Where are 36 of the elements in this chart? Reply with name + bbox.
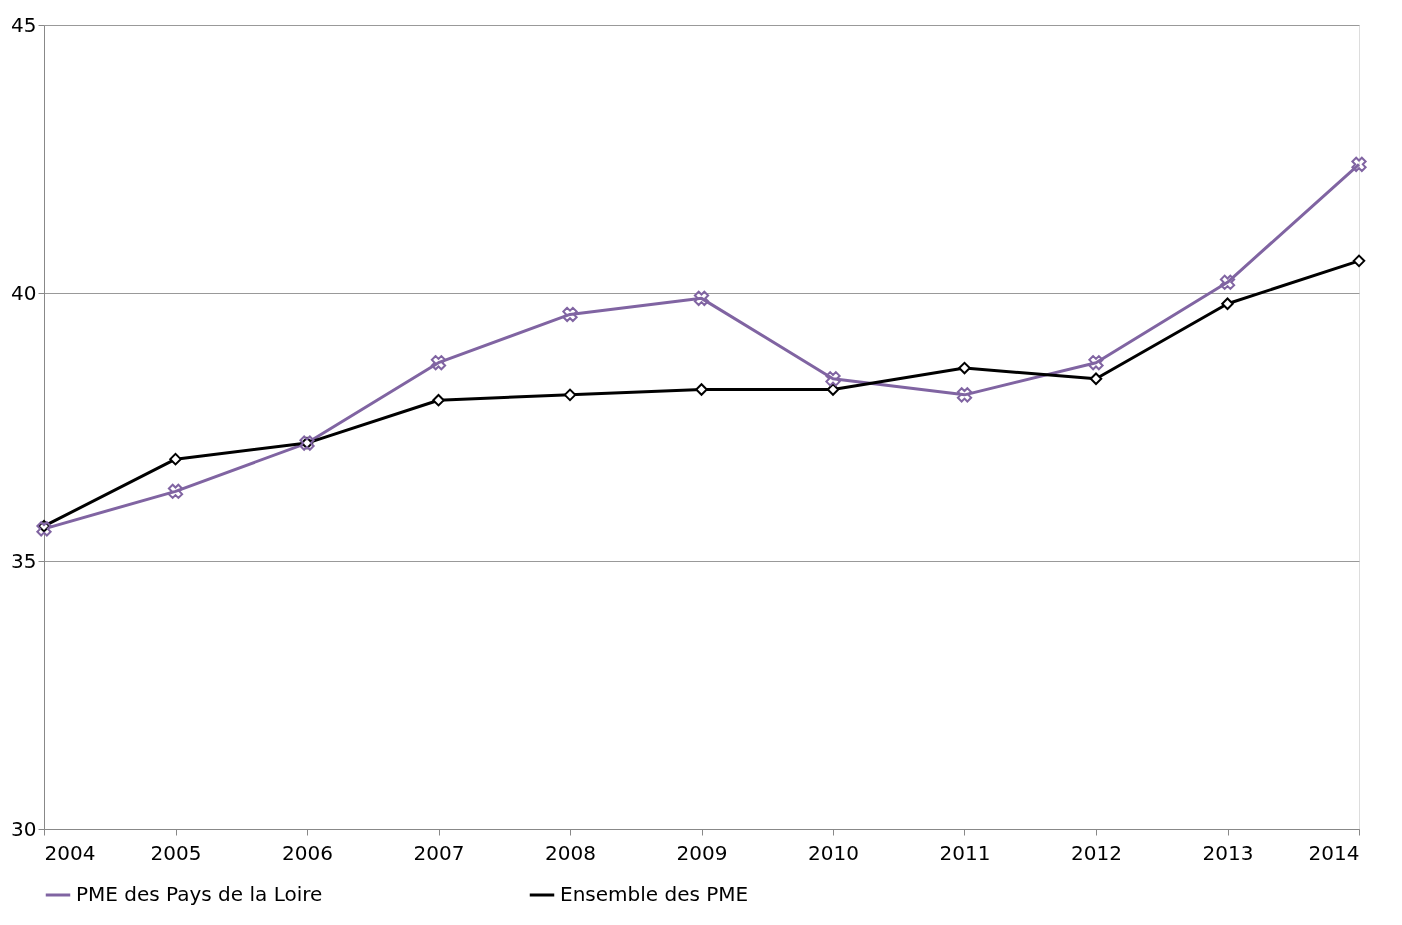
x-tick-label: 2009	[676, 840, 728, 865]
y-tick-label: 35	[11, 548, 37, 573]
legend-label: Ensemble des PME	[560, 882, 749, 906]
point	[167, 483, 184, 499]
point	[432, 393, 445, 407]
point	[695, 383, 708, 396]
point	[1221, 297, 1234, 310]
x-tick-label: 2008	[545, 840, 596, 865]
y-tick-label: 30	[11, 816, 37, 841]
x-tick-label: 2007	[413, 840, 465, 865]
point	[693, 290, 710, 306]
x-tick-label: 2013	[1202, 840, 1254, 865]
point	[562, 306, 578, 323]
point	[956, 387, 973, 403]
x-tick-label: 2011	[939, 840, 991, 865]
x-tick-label: 2010	[808, 840, 859, 865]
point	[825, 371, 841, 387]
x-tick-label: 2005	[150, 840, 202, 865]
point	[1089, 372, 1103, 385]
y-tick-label: 45	[11, 12, 37, 37]
legend-label: PME des Pays de la Loire	[76, 882, 323, 906]
point	[826, 383, 840, 396]
point	[1219, 274, 1236, 290]
point	[430, 355, 447, 371]
point	[1351, 156, 1367, 172]
x-tick-label: 2012	[1071, 840, 1122, 865]
point	[36, 521, 52, 537]
point	[958, 361, 971, 375]
point	[1088, 355, 1104, 371]
x-tick-label: 2014	[1308, 840, 1360, 865]
point	[563, 388, 577, 402]
y-tick-label: 40	[11, 280, 37, 305]
x-tick-label: 2006	[282, 840, 333, 865]
x-tick-label: 2004	[44, 840, 96, 865]
point	[1352, 254, 1366, 268]
point	[169, 452, 182, 466]
